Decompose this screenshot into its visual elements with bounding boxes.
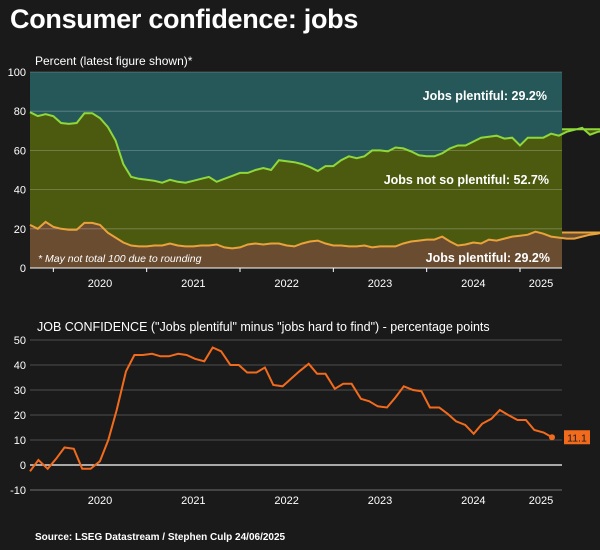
bottom-x-tick-label: 2022 xyxy=(274,495,298,507)
bottom-x-tick-label: 2025 xyxy=(529,495,553,507)
bottom-x-tick-label: 2020 xyxy=(88,495,112,507)
bottom-y-tick-label: -10 xyxy=(10,485,26,497)
bottom-y-tick-label: 20 xyxy=(14,410,26,422)
label-jobs-plentiful: Jobs plentiful: 29.2% xyxy=(423,89,547,103)
top-y-tick-label: 40 xyxy=(14,185,26,197)
label-jobs-hard-to-find: Jobs plentiful: 29.2% xyxy=(426,251,550,265)
latest-value-badge xyxy=(564,430,590,445)
top-x-tick-label: 2024 xyxy=(461,278,485,290)
bottom-y-tick-label: 10 xyxy=(14,435,26,447)
top-x-tick-label: 2020 xyxy=(88,278,112,290)
top-y-tick-label: 80 xyxy=(14,106,26,118)
top-y-tick-label: 100 xyxy=(8,67,26,79)
job-confidence-line xyxy=(29,346,553,472)
label-jobs-not-so-plentiful: Jobs not so plentiful: 52.7% xyxy=(384,173,549,187)
latest-value-dot xyxy=(549,434,555,441)
chart-title: Consumer confidence: jobs xyxy=(10,4,359,34)
bottom-y-tick-label: 0 xyxy=(20,460,26,472)
top-x-tick-label: 2021 xyxy=(181,278,205,290)
top-x-tick-label: 2025 xyxy=(529,278,553,290)
bottom-y-tick-label: 50 xyxy=(14,335,26,347)
top-y-tick-label: 60 xyxy=(14,145,26,157)
top-x-tick-label: 2022 xyxy=(274,278,298,290)
line-hard-to-find-boundary xyxy=(29,220,600,250)
top-y-tick-label: 20 xyxy=(14,224,26,236)
line-not-so-plentiful-boundary xyxy=(29,111,600,184)
bottom-x-tick-label: 2023 xyxy=(368,495,392,507)
bottom-chart-subtitle: JOB CONFIDENCE ("Jobs plentiful" minus "… xyxy=(37,320,490,334)
top-chart-subtitle: Percent (latest figure shown)* xyxy=(35,54,193,68)
area-jobs-not-so-plentiful xyxy=(30,112,600,268)
rounding-footnote: * May not total 100 due to rounding xyxy=(38,253,202,265)
top-y-tick-label: 0 xyxy=(20,263,26,275)
bottom-x-tick-label: 2024 xyxy=(461,495,485,507)
latest-value-label: 11.1 xyxy=(567,432,587,444)
area-jobs-hard-to-find xyxy=(30,221,600,268)
top-x-tick-label: 2023 xyxy=(368,278,392,290)
bottom-x-tick-label: 2021 xyxy=(181,495,205,507)
bottom-y-tick-label: 30 xyxy=(14,385,26,397)
bottom-y-tick-label: 40 xyxy=(14,360,26,372)
source-note: Source: LSEG Datastream / Stephen Culp 2… xyxy=(35,532,286,543)
